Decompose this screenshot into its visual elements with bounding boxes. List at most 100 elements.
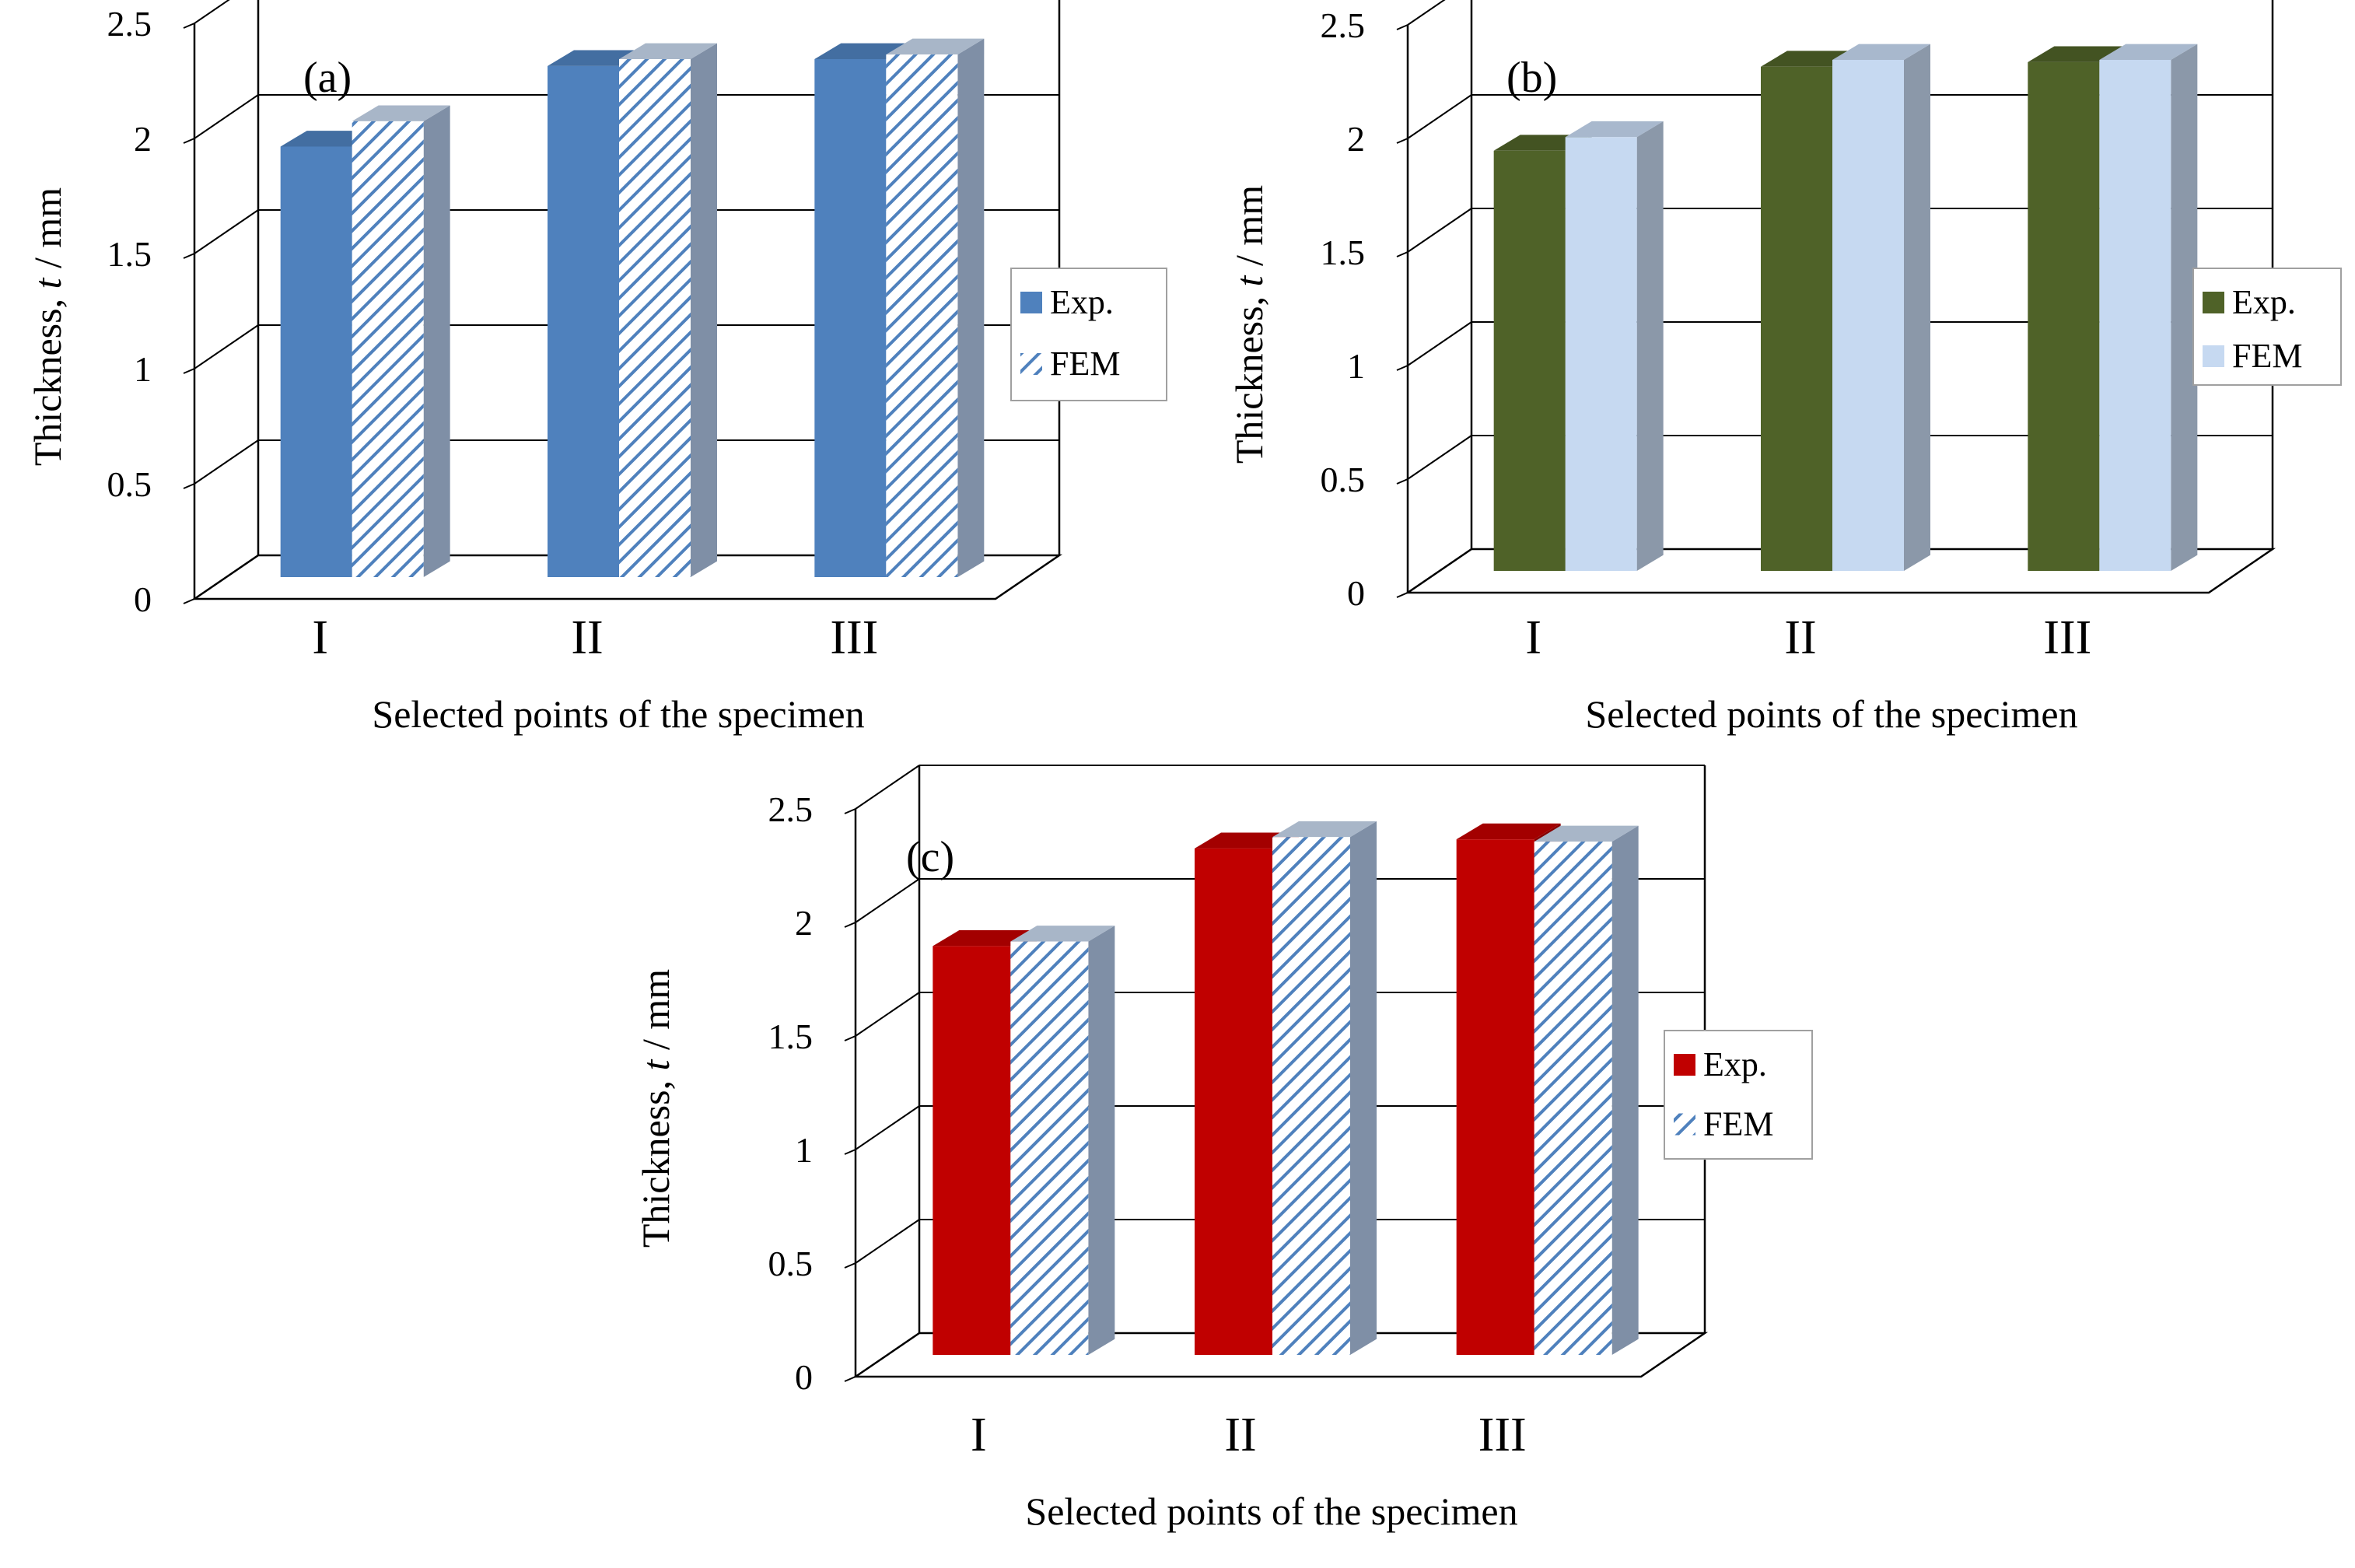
y-tick-label: 2.5 — [1321, 5, 1366, 45]
chart-panel-a: 0 0.5 1 1.5 2 2.5 I II III (a) Selected points of … — [0, 0, 1190, 770]
y-tick-label: 2.5 — [107, 4, 152, 44]
bar-top — [1010, 926, 1115, 942]
bar-fem-II — [619, 43, 717, 578]
bar-top — [352, 105, 450, 121]
bar-front — [1565, 137, 1637, 571]
y-tick — [1396, 592, 1408, 598]
y-tick — [183, 483, 195, 489]
chart-panel-b: 0 0.5 1 1.5 2 2.5 I II III (b) Selected points of … — [1202, 0, 2345, 770]
panel-tag: (c) — [906, 833, 954, 881]
y-axis-title-part: t — [634, 1059, 677, 1070]
legend-swatch — [1020, 353, 1042, 375]
legend-label: Exp. — [1050, 283, 1114, 321]
y-tick-label: 1.5 — [768, 1017, 814, 1056]
x-tick-label: I — [971, 1409, 987, 1461]
bar-front — [1010, 941, 1089, 1355]
y-tick-label: 2 — [1347, 119, 1365, 159]
bar-side — [1088, 926, 1115, 1355]
gridline-side — [855, 992, 920, 1037]
gridline-side — [194, 94, 259, 139]
bar-top — [1534, 825, 1639, 842]
y-axis-title-part: / mm — [1227, 185, 1271, 276]
bar-top — [1456, 823, 1561, 840]
y-tick-label: 0 — [1347, 573, 1365, 613]
floor — [852, 1332, 1709, 1378]
y-axis-title-part: / mm — [634, 969, 677, 1060]
x-tick-label: II — [571, 611, 603, 664]
y-tick-label: 1 — [795, 1130, 813, 1170]
bar-side — [2171, 44, 2198, 572]
y-tick — [844, 808, 856, 814]
gridline-side — [194, 324, 259, 369]
bar-fem-III — [1534, 825, 1639, 1355]
bar-fem-II — [1272, 821, 1377, 1355]
bar-side — [691, 43, 717, 578]
y-tick-label: 1 — [1347, 346, 1365, 386]
chart-a-svg: 00.511.522.5I II III(a)Selected points of … — [26, 0, 1167, 736]
x-tick-label: III — [1478, 1409, 1527, 1461]
y-axis-title: Thickness, t / mm — [26, 187, 69, 466]
x-tick-label: III — [2043, 611, 2091, 664]
gridline-side — [1407, 208, 1472, 253]
x-tick-label: I — [312, 611, 328, 664]
bar-top — [1832, 44, 1930, 60]
chart-c-svg: 00.511.522.5I II III(c)Selected points of … — [634, 765, 1813, 1533]
y-tick — [1396, 24, 1408, 30]
gridline-side — [855, 1105, 920, 1150]
y-axis-title-part: / mm — [26, 187, 69, 278]
x-tick-label: III — [830, 611, 878, 664]
y-tick — [844, 1376, 856, 1382]
bar-front — [933, 946, 1011, 1355]
y-tick-label: 2 — [795, 903, 813, 943]
bar-fem-III — [886, 38, 985, 578]
legend: Exp. FEM — [2192, 268, 2342, 386]
floor — [1404, 548, 2276, 594]
y-tick — [1396, 365, 1408, 371]
bar-fem-I — [1010, 926, 1115, 1355]
y-tick — [183, 138, 195, 144]
y-tick — [844, 1262, 856, 1269]
legend: Exp. FEM — [1010, 268, 1167, 401]
bar-side — [1904, 44, 1930, 572]
bar-front — [1456, 839, 1534, 1355]
legend-swatch — [2203, 292, 2224, 313]
x-axis-title: Selected points of the specimen — [1585, 692, 2077, 736]
bar-fem-II — [1832, 44, 1930, 572]
chart-b-svg: 00.511.522.5I II III(b)Selected points of … — [1227, 0, 2342, 736]
y-tick — [183, 253, 195, 259]
bar-front — [619, 59, 691, 577]
y-tick — [844, 1035, 856, 1041]
y-tick-label: 2.5 — [768, 789, 814, 829]
legend-label: FEM — [1050, 345, 1120, 383]
chart-panel-c: 0 0.5 1 1.5 2 2.5 I II III (c) Selected points of … — [607, 765, 1820, 1556]
legend-swatch — [1020, 292, 1042, 313]
y-axis-title-part: Thickness, — [634, 1070, 677, 1248]
y-axis-title-part: t — [26, 277, 69, 289]
x-tick-label: I — [1525, 611, 1541, 664]
y-axis-title-part: t — [1227, 275, 1271, 286]
floor — [191, 554, 1063, 600]
bar-side — [1611, 825, 1639, 1355]
legend-label: Exp. — [1703, 1045, 1767, 1083]
gridline-side — [1407, 94, 1472, 139]
bar-front — [280, 146, 352, 578]
legend-swatch — [1674, 1054, 1695, 1076]
bar-front — [886, 54, 958, 577]
bar-fem-I — [352, 105, 450, 578]
y-tick-label: 1.5 — [1321, 233, 1366, 272]
y-axis-title-part: Thickness, — [26, 289, 69, 466]
bar-side — [957, 38, 985, 578]
x-axis-title: Selected points of the specimen — [372, 692, 864, 736]
bar-front — [1272, 837, 1350, 1355]
gridline-side — [855, 765, 920, 810]
y-tick — [1396, 251, 1408, 257]
y-tick — [1396, 138, 1408, 144]
gridline-side — [1407, 321, 1472, 366]
bar-top — [1565, 121, 1664, 138]
legend-label: FEM — [1703, 1105, 1773, 1143]
bar-front — [1761, 66, 1832, 571]
bar-front — [1534, 842, 1612, 1355]
gridline-side — [194, 209, 259, 254]
gridline-side — [194, 439, 259, 485]
bar-front — [814, 59, 887, 577]
